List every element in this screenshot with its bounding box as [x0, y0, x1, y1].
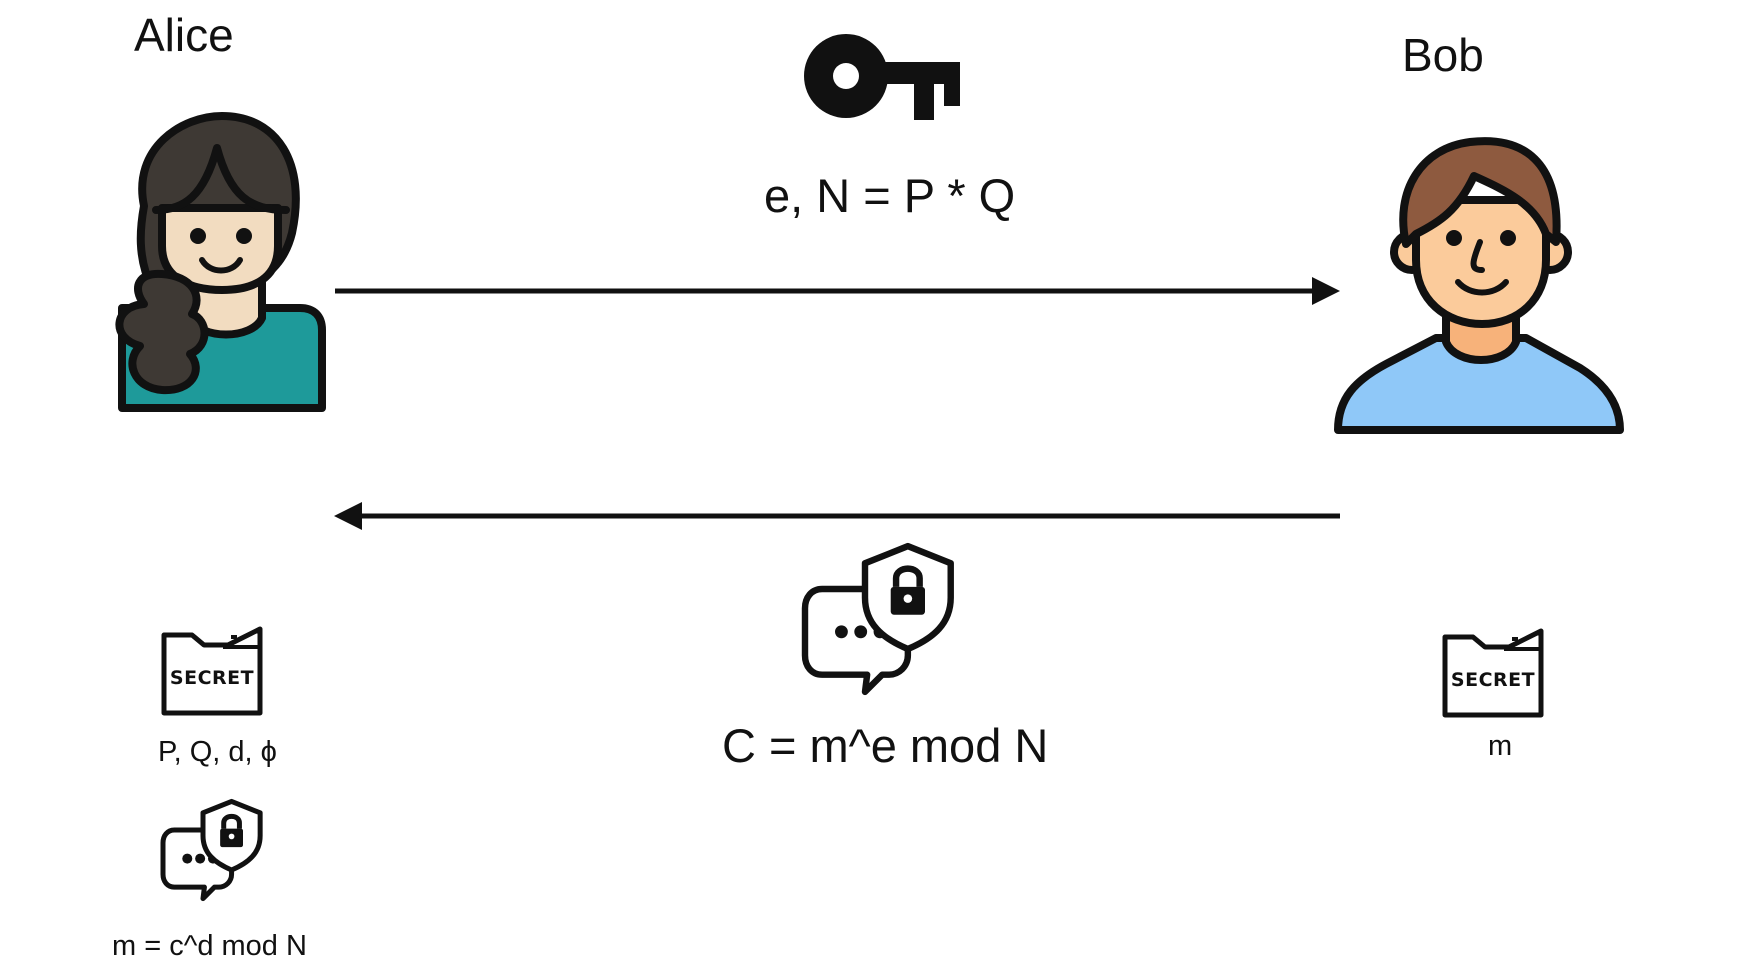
- secure-message-icon: [801, 542, 954, 696]
- secret-folder-icon: [1442, 628, 1544, 718]
- alice-secret-values: P, Q, d, ϕ: [158, 736, 277, 768]
- ciphertext-arrow: [334, 502, 1340, 530]
- bob-avatar: [1334, 137, 1624, 434]
- secure-message-icon: [160, 798, 263, 902]
- key-icon: [804, 34, 960, 120]
- bob-secret-folder: SECRET: [1442, 627, 1544, 718]
- public-key-formula: e, N = P * Q: [764, 169, 1016, 222]
- alice-decrypt-formula: m = c^d mod N: [112, 930, 307, 962]
- secret-folder-label: SECRET: [169, 667, 255, 689]
- alice-name: Alice: [134, 9, 234, 61]
- bob-secret-values: m: [1488, 730, 1513, 762]
- secret-folder-icon: [161, 626, 263, 716]
- bob-name: Bob: [1402, 29, 1484, 81]
- public-key-arrow: [335, 277, 1340, 305]
- alice-secret-folder: SECRET: [161, 625, 263, 716]
- alice-avatar: [115, 112, 326, 412]
- ciphertext-formula: C = m^e mod N: [722, 719, 1049, 772]
- secret-folder-label: SECRET: [1450, 669, 1536, 691]
